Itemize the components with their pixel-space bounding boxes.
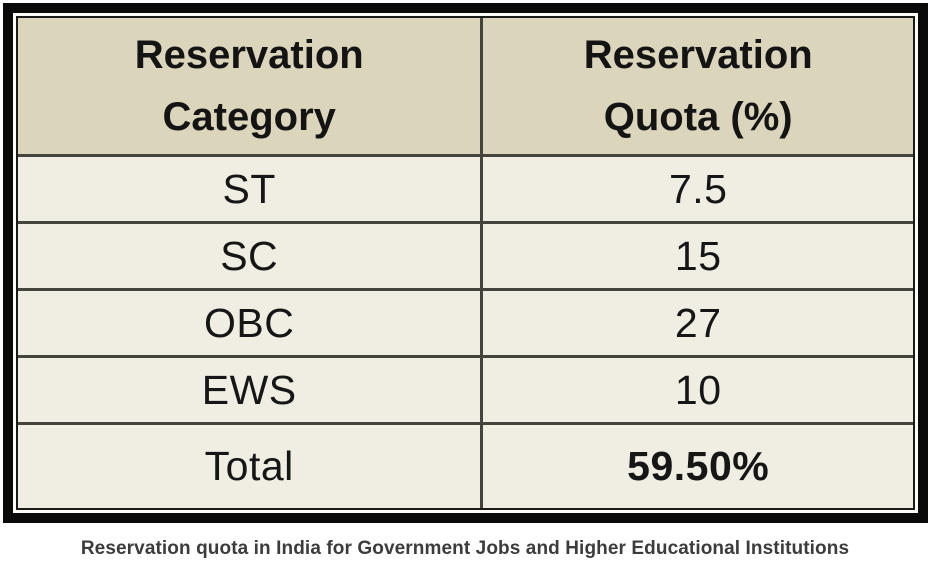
table-row: ST 7.5 <box>18 157 913 224</box>
column-header-category: Reservation Category <box>18 18 484 154</box>
table-total-row: Total 59.50% <box>18 425 913 508</box>
table-row: EWS 10 <box>18 358 913 425</box>
quota-cell: 15 <box>674 232 722 279</box>
total-label-cell: Total <box>18 425 484 508</box>
column-header-category-line1: Reservation <box>134 33 364 77</box>
table-row: SC 15 <box>18 224 913 291</box>
column-header-category-line2: Category <box>162 95 336 139</box>
category-cell: ST <box>18 157 484 221</box>
category-cell: OBC <box>18 291 484 355</box>
column-header-quota-line1: Reservation <box>583 33 813 77</box>
table-row: OBC 27 <box>18 291 913 358</box>
figure-caption: Reservation quota in India for Governmen… <box>80 538 850 559</box>
column-header-quota: Reservation Quota (%) <box>483 18 913 154</box>
quota-cell: 10 <box>674 366 722 413</box>
quota-cell: 7.5 <box>668 165 728 212</box>
table-outer-frame: Reservation Category Reservation Quota (… <box>3 3 928 523</box>
column-header-quota-line2: Quota (%) <box>603 95 793 139</box>
category-cell: EWS <box>18 358 484 422</box>
total-value-cell: 59.50% <box>627 443 770 489</box>
category-cell: SC <box>18 224 484 288</box>
quota-cell: 27 <box>674 299 722 346</box>
table-header-row: Reservation Category Reservation Quota (… <box>18 18 913 157</box>
reservation-table: Reservation Category Reservation Quota (… <box>16 16 915 510</box>
